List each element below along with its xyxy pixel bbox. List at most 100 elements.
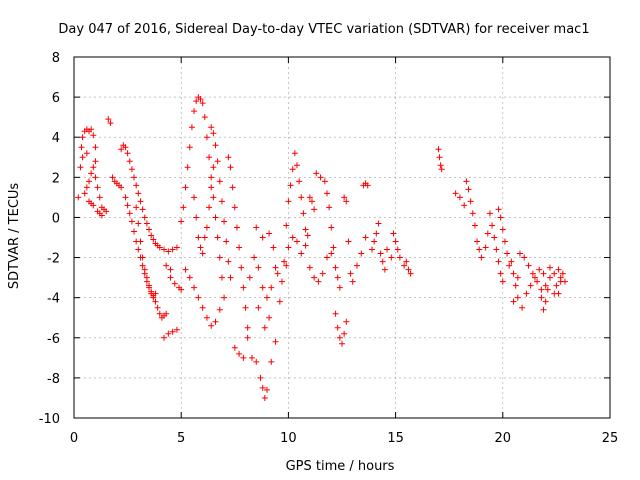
data-point xyxy=(281,258,288,265)
data-point xyxy=(452,190,459,197)
data-point xyxy=(315,278,322,285)
data-point xyxy=(92,144,99,151)
data-point xyxy=(336,284,343,291)
data-point xyxy=(341,194,348,201)
data-point xyxy=(285,244,292,251)
data-point xyxy=(231,204,238,211)
data-point xyxy=(143,274,150,281)
data-point xyxy=(214,234,221,241)
data-point xyxy=(283,262,290,269)
data-point xyxy=(161,246,168,253)
data-point xyxy=(319,270,326,277)
data-point xyxy=(165,248,172,255)
data-point xyxy=(236,244,243,251)
data-point xyxy=(272,264,279,271)
data-point xyxy=(81,190,88,197)
data-point xyxy=(519,304,526,311)
data-point xyxy=(255,304,262,311)
data-point xyxy=(341,330,348,337)
data-point xyxy=(300,210,307,217)
data-point xyxy=(501,238,508,245)
data-point xyxy=(133,204,140,211)
data-point xyxy=(152,298,159,305)
data-point xyxy=(332,264,339,271)
data-point xyxy=(206,204,213,211)
data-point xyxy=(118,184,125,191)
data-point xyxy=(210,130,217,137)
data-point xyxy=(514,274,521,281)
data-point xyxy=(304,232,311,239)
data-point xyxy=(266,314,273,321)
data-point xyxy=(203,224,210,231)
data-point xyxy=(78,144,85,151)
data-point xyxy=(379,258,386,265)
data-point xyxy=(302,242,309,249)
data-point xyxy=(555,266,562,273)
y-tick-label: 6 xyxy=(52,91,60,106)
data-point xyxy=(139,262,146,269)
data-point xyxy=(542,282,549,289)
data-point xyxy=(546,264,553,271)
data-point xyxy=(396,254,403,261)
data-point xyxy=(195,294,202,301)
data-point xyxy=(326,204,333,211)
data-point xyxy=(561,278,568,285)
y-tick-label: 0 xyxy=(52,211,60,226)
data-point xyxy=(369,246,376,253)
data-point xyxy=(201,234,208,241)
grid xyxy=(74,57,610,418)
data-point xyxy=(128,166,135,173)
y-tick-label: -2 xyxy=(47,252,60,267)
data-point xyxy=(208,322,215,329)
data-point xyxy=(559,270,566,277)
data-point xyxy=(328,224,335,231)
data-point xyxy=(203,314,210,321)
data-point xyxy=(544,286,551,293)
data-point xyxy=(497,270,504,277)
data-point xyxy=(92,174,99,181)
data-point xyxy=(223,238,230,245)
data-point xyxy=(79,134,86,141)
data-point xyxy=(199,250,206,257)
data-point xyxy=(135,246,142,253)
data-point xyxy=(296,178,303,185)
data-point xyxy=(484,230,491,237)
data-point xyxy=(98,212,105,219)
x-tick-label: 20 xyxy=(495,431,512,446)
data-point xyxy=(137,198,144,205)
data-point xyxy=(377,250,384,257)
data-point xyxy=(169,246,176,253)
data-point xyxy=(163,262,170,269)
data-point xyxy=(208,184,215,191)
data-point xyxy=(536,266,543,273)
data-point xyxy=(323,254,330,261)
data-point xyxy=(437,162,444,169)
data-point xyxy=(218,274,225,281)
data-point xyxy=(206,154,213,161)
data-point xyxy=(274,270,281,277)
data-point xyxy=(268,358,275,365)
data-point xyxy=(156,310,163,317)
data-point xyxy=(482,244,489,251)
data-point xyxy=(88,170,95,177)
data-point xyxy=(225,154,232,161)
data-point xyxy=(261,324,268,331)
data-point xyxy=(469,210,476,217)
data-point xyxy=(538,286,545,293)
data-point xyxy=(193,98,200,105)
data-point xyxy=(167,266,174,273)
data-point xyxy=(199,304,206,311)
data-point xyxy=(126,158,133,165)
data-point xyxy=(512,282,519,289)
data-point xyxy=(210,194,217,201)
data-point xyxy=(328,250,335,257)
data-point xyxy=(126,210,133,217)
data-point xyxy=(332,310,339,317)
data-point xyxy=(75,194,82,201)
data-point xyxy=(534,278,541,285)
chart-title: Day 047 of 2016, Sidereal Day-to-day VTE… xyxy=(58,22,589,37)
data-point xyxy=(244,324,251,331)
data-point xyxy=(401,262,408,269)
data-point xyxy=(210,164,217,171)
data-point xyxy=(251,254,258,261)
